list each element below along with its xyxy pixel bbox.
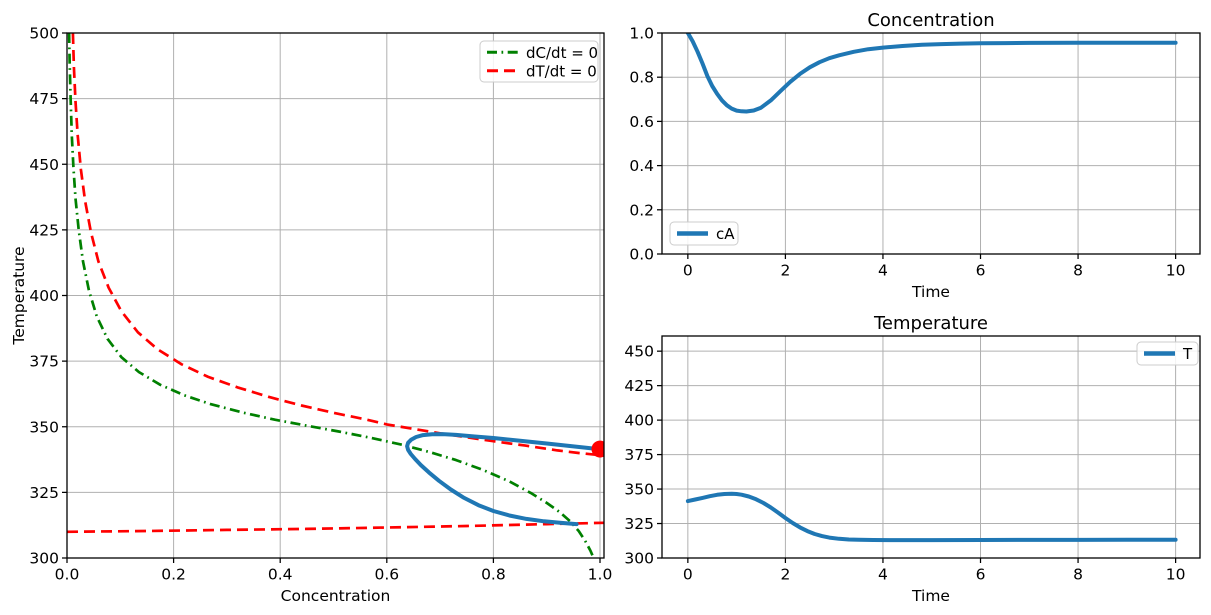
- y-tick-label: 0.0: [629, 246, 654, 264]
- x-tick-label: 6: [976, 566, 986, 584]
- axes-background: [662, 336, 1200, 558]
- axes-background: [662, 33, 1200, 254]
- legend: T: [1136, 341, 1199, 366]
- x-tick-label: 8: [1073, 566, 1083, 584]
- y-tick-label: 475: [29, 90, 59, 108]
- legend-label: dC/dt = 0: [526, 44, 598, 62]
- legend-label: dT/dt = 0: [526, 62, 597, 80]
- series-ca: [685, 33, 1178, 114]
- x-tick-label: 0.0: [55, 566, 80, 584]
- series-dc-dt-0-nullcline: [67, 33, 596, 558]
- y-axis-label: Temperature: [10, 246, 28, 345]
- x-tick-label: 10: [1166, 262, 1186, 280]
- y-tick-label: 300: [29, 550, 59, 568]
- y-tick-label: 325: [29, 484, 59, 502]
- tick-marks: [657, 32, 1177, 259]
- x-tick-label: 6: [976, 262, 986, 280]
- x-axis-label: Time: [911, 283, 950, 301]
- y-tick-label: 425: [29, 221, 59, 239]
- y-tick-label: 0.6: [629, 113, 654, 131]
- legend-label: cA: [716, 225, 735, 243]
- x-tick-label: 10: [1166, 566, 1186, 584]
- x-tick-label: 0: [683, 262, 693, 280]
- tick-marks: [657, 350, 1177, 563]
- x-tick-label: 2: [780, 262, 790, 280]
- legend-label: T: [1182, 345, 1193, 363]
- y-tick-label: 0.2: [629, 201, 654, 219]
- y-tick-label: 375: [624, 446, 654, 464]
- y-tick-label: 1.0: [629, 25, 654, 43]
- tick-marks: [62, 32, 601, 563]
- y-tick-label: 325: [624, 515, 654, 533]
- x-tick-label: 0.6: [374, 566, 399, 584]
- x-tick-label: 0.4: [268, 566, 293, 584]
- y-tick-label: 375: [29, 353, 59, 371]
- plot-title: Concentration: [867, 10, 994, 31]
- y-tick-label: 500: [29, 25, 59, 43]
- axes-spines: [661, 335, 1201, 559]
- y-tick-label: 450: [29, 156, 59, 174]
- y-tick-label: 350: [624, 481, 654, 499]
- series-t: [685, 491, 1178, 543]
- y-tick-label: 350: [29, 418, 59, 436]
- x-tick-label: 2: [780, 566, 790, 584]
- x-axis-label: Concentration: [281, 587, 391, 605]
- x-tick-label: 4: [878, 262, 888, 280]
- series-dt-dt-0-nullcline-upper-branch: [71, 33, 604, 457]
- axes-spines: [661, 32, 1201, 255]
- legend: dC/dt = 0dT/dt = 0: [479, 40, 599, 83]
- phase-plane-plot: 0.0 0.2 0.4 0.6 0.8 1.0 300 325 350 375 400 425 450 4…: [10, 25, 612, 606]
- initial-state-marker: [591, 440, 604, 458]
- y-tick-label: 300: [624, 550, 654, 568]
- y-tick-label: 0.8: [629, 69, 654, 87]
- x-tick-label: 1.0: [588, 566, 613, 584]
- temperature-time-plot: 0 2 4 6 8 10 300 325 350 375 400 425 450 Temperature T…: [624, 313, 1201, 605]
- legend: cA: [669, 221, 739, 246]
- plot-title: Temperature: [873, 313, 988, 334]
- y-tick-label: 450: [624, 343, 654, 361]
- concentration-time-plot: 0 2 4 6 8 10 0.0 0.2 0.4 0.6 0.8 1.0 Concentration Ti…: [629, 10, 1201, 301]
- x-tick-label: 4: [878, 566, 888, 584]
- x-tick-label: 8: [1073, 262, 1083, 280]
- x-tick-label: 0.8: [481, 566, 506, 584]
- y-tick-label: 400: [624, 412, 654, 430]
- x-axis-label: Time: [911, 587, 950, 605]
- y-tick-label: 0.4: [629, 157, 654, 175]
- y-tick-label: 425: [624, 377, 654, 395]
- y-tick-label: 400: [29, 287, 59, 305]
- series-state-trajectory: [405, 432, 602, 527]
- series-dt-dt-0-nullcline-lower-branch: [67, 521, 604, 534]
- x-tick-label: 0: [683, 566, 693, 584]
- x-tick-label: 0.2: [161, 566, 186, 584]
